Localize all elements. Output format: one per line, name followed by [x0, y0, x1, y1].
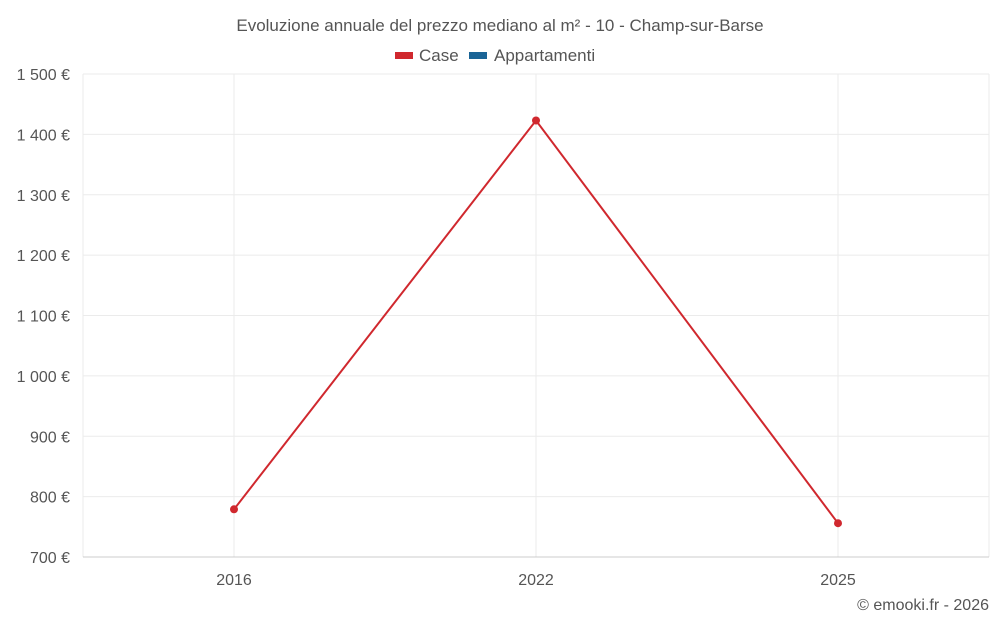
y-tick-label: 1 000 €	[17, 369, 70, 386]
y-tick-label: 700 €	[30, 550, 70, 567]
x-tick-label: 2022	[518, 572, 554, 589]
y-tick-label: 1 100 €	[17, 309, 70, 326]
y-tick-label: 800 €	[30, 490, 70, 507]
x-tick-label: 2025	[820, 572, 856, 589]
legend: Case Appartamenti	[395, 46, 595, 65]
x-tick-label: 2016	[216, 572, 252, 589]
credit-text: © emooki.fr - 2026	[857, 597, 989, 614]
legend-label-appartamenti: Appartamenti	[494, 46, 595, 65]
x-axis-ticks: 2016 2022 2025	[216, 572, 856, 589]
legend-swatch-appartamenti	[469, 52, 487, 59]
series-layer	[230, 116, 842, 528]
legend-item-case[interactable]: Case	[395, 46, 459, 65]
y-tick-label: 1 400 €	[17, 127, 70, 144]
y-axis-ticks: 700 € 800 € 900 € 1 000 € 1 100 € 1 200 € 1 30…	[17, 67, 70, 567]
data-point-case[interactable]	[230, 505, 238, 514]
chart-title: Evoluzione annuale del prezzo mediano al…	[236, 16, 763, 35]
legend-label-case: Case	[419, 46, 459, 65]
y-tick-label: 1 200 €	[17, 248, 70, 265]
y-tick-label: 1 300 €	[17, 188, 70, 205]
legend-swatch-case	[395, 52, 413, 59]
x-gridlines	[82, 74, 990, 557]
data-point-case[interactable]	[532, 116, 540, 125]
data-point-case[interactable]	[834, 519, 842, 528]
legend-item-appartamenti[interactable]: Appartamenti	[469, 46, 595, 65]
y-tick-label: 900 €	[30, 429, 70, 446]
y-tick-label: 1 500 €	[17, 67, 70, 84]
